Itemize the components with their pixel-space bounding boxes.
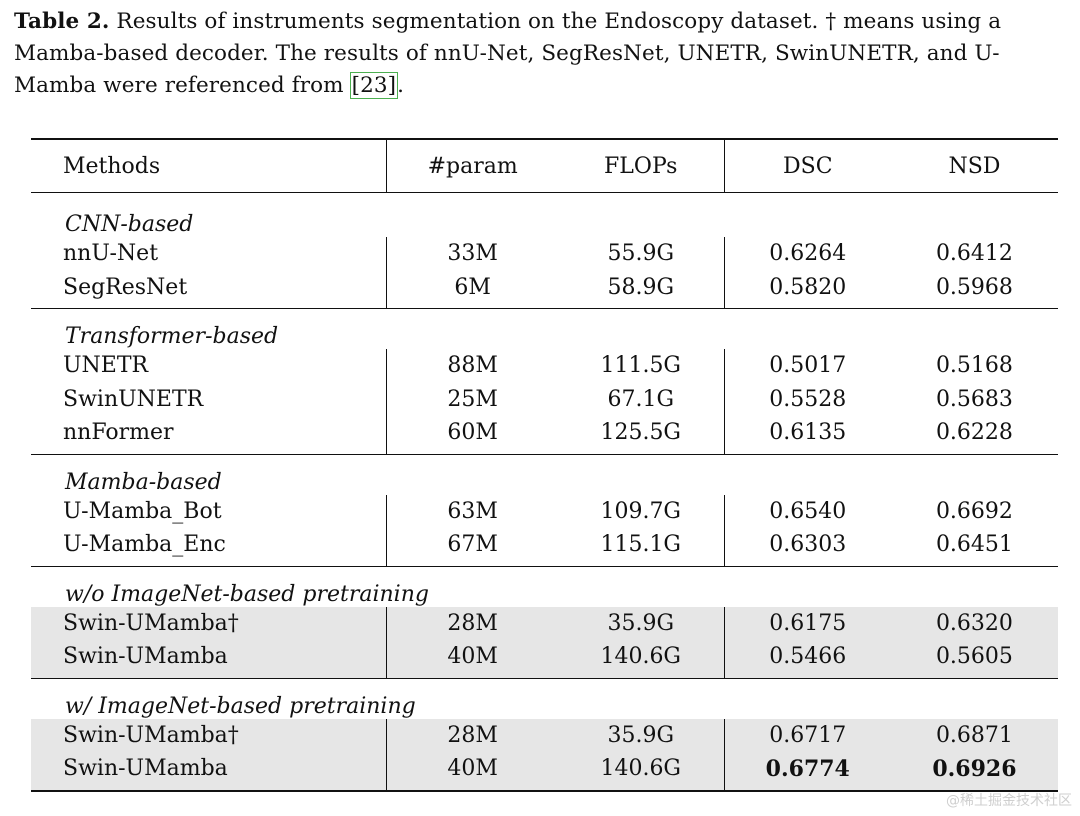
table-row: nnU-Net 33M 55.9G 0.6264 0.6412 [31, 237, 1058, 271]
method-cell: nnFormer [63, 420, 174, 446]
group-divider [31, 308, 1058, 309]
table-row: Swin-UMamba 40M 140.6G 0.6774 0.6926 [31, 752, 1058, 792]
table-row: UNETR 88M 111.5G 0.5017 0.5168 [31, 349, 1058, 383]
param-cell: 28M [386, 718, 558, 752]
table-row: SwinUNETR 25M 67.1G 0.5528 0.5683 [31, 382, 1058, 416]
group-label: CNN-based [65, 212, 194, 237]
dsc-cell: 0.6717 [723, 718, 891, 752]
citation-link[interactable]: [23] [349, 72, 399, 99]
results-table-container: Methods #param FLOPs DSC NSD CNN-based n… [31, 138, 1058, 792]
group-row: CNN-based [31, 193, 1058, 237]
flops-cell: 67.1G [607, 386, 675, 412]
method-cell: Swin-UMamba† [31, 606, 387, 640]
param-cell: 40M [386, 640, 558, 678]
param-cell: 67M [386, 528, 558, 566]
dsc-cell: 0.6135 [723, 416, 891, 454]
caption-label: Table 2. [14, 9, 110, 34]
dsc-cell-best: 0.6774 [723, 752, 891, 792]
group-row: Transformer-based [31, 309, 1058, 349]
table-row: Swin-UMamba† 28M 35.9G 0.6717 0.6871 [31, 718, 1058, 752]
group-row: Mamba-based [31, 455, 1058, 495]
nsd-cell: 0.5683 [935, 386, 1013, 412]
method-cell: Swin-UMamba† [31, 718, 387, 752]
method-cell: Swin-UMamba [31, 752, 387, 792]
group-row: w/ ImageNet-based pretraining [31, 679, 1058, 719]
dsc-cell: 0.5017 [723, 349, 891, 383]
method-cell: SwinUNETR [63, 386, 204, 412]
flops-cell: 140.6G [557, 640, 725, 678]
group-label: w/o ImageNet-based pretraining [65, 581, 429, 607]
group-label: Mamba-based [65, 469, 222, 495]
table-row: Swin-UMamba† 28M 35.9G 0.6175 0.6320 [31, 606, 1058, 640]
watermark: @稀土掘金技术社区 [946, 793, 1072, 809]
flops-cell: 125.5G [600, 420, 682, 446]
dsc-cell: 0.5528 [723, 382, 891, 416]
table-row: U-Mamba_Bot 63M 109.7G 0.6540 0.6692 [31, 494, 1058, 528]
flops-cell: 115.1G [600, 532, 682, 558]
table-row: U-Mamba_Enc 67M 115.1G 0.6303 0.6451 [31, 528, 1058, 566]
dsc-cell: 0.6264 [723, 237, 891, 271]
flops-cell: 35.9G [557, 606, 725, 640]
table-row: SegResNet 6M 58.9G 0.5820 0.5968 [31, 270, 1058, 309]
caption-text: Results of instruments segmentation on t… [14, 9, 1002, 98]
nsd-cell: 0.6692 [935, 498, 1013, 524]
header-methods: Methods [31, 138, 387, 193]
method-cell: U-Mamba_Bot [63, 498, 222, 524]
header-param: #param [386, 138, 558, 193]
dsc-cell: 0.5820 [723, 270, 891, 309]
table-row: nnFormer 60M 125.5G 0.6135 0.6228 [31, 416, 1058, 454]
header-row: Methods #param FLOPs DSC NSD [31, 138, 1058, 193]
header-nsd: NSD [890, 138, 1058, 193]
results-table: Methods #param FLOPs DSC NSD CNN-based n… [31, 138, 1058, 792]
nsd-cell: 0.5968 [935, 274, 1013, 300]
header-dsc: DSC [723, 138, 891, 193]
dsc-cell: 0.6303 [723, 528, 891, 566]
param-cell: 25M [386, 382, 558, 416]
group-divider [31, 565, 1058, 567]
param-cell: 88M [386, 349, 558, 383]
caption-text-end: . [397, 73, 405, 98]
param-cell: 60M [386, 416, 558, 454]
method-cell: Swin-UMamba [31, 640, 387, 678]
table-caption: Table 2. Results of instruments segmenta… [14, 6, 1076, 102]
method-cell: SegResNet [63, 274, 188, 300]
dsc-cell: 0.5466 [723, 640, 891, 678]
nsd-cell: 0.6451 [935, 532, 1013, 558]
dsc-cell: 0.6540 [723, 494, 891, 528]
param-cell: 63M [386, 494, 558, 528]
method-cell: U-Mamba_Enc [63, 532, 226, 558]
table-row: Swin-UMamba 40M 140.6G 0.5466 0.5605 [31, 640, 1058, 678]
flops-cell: 140.6G [557, 752, 725, 792]
group-label: Transformer-based [65, 324, 279, 349]
flops-cell: 109.7G [600, 498, 682, 524]
param-cell: 40M [386, 752, 558, 792]
group-divider [31, 453, 1058, 455]
nsd-cell: 0.6228 [935, 420, 1013, 446]
flops-cell: 55.9G [607, 241, 675, 267]
nsd-cell: 0.6320 [890, 606, 1058, 640]
param-cell: 28M [386, 606, 558, 640]
method-cell: UNETR [63, 353, 149, 379]
nsd-cell: 0.6412 [935, 241, 1013, 267]
param-cell: 6M [386, 270, 558, 309]
nsd-cell-best: 0.6926 [890, 752, 1058, 792]
group-divider [31, 677, 1058, 679]
nsd-cell: 0.6871 [890, 718, 1058, 752]
dsc-cell: 0.6175 [723, 606, 891, 640]
flops-cell: 35.9G [557, 718, 725, 752]
nsd-cell: 0.5168 [935, 353, 1013, 379]
flops-cell: 58.9G [607, 274, 675, 300]
param-cell: 33M [386, 237, 558, 271]
flops-cell: 111.5G [600, 353, 682, 379]
method-cell: nnU-Net [63, 241, 159, 267]
nsd-cell: 0.5605 [890, 640, 1058, 678]
group-row: w/o ImageNet-based pretraining [31, 567, 1058, 607]
header-flops: FLOPs [557, 138, 725, 193]
group-label: w/ ImageNet-based pretraining [65, 693, 416, 719]
